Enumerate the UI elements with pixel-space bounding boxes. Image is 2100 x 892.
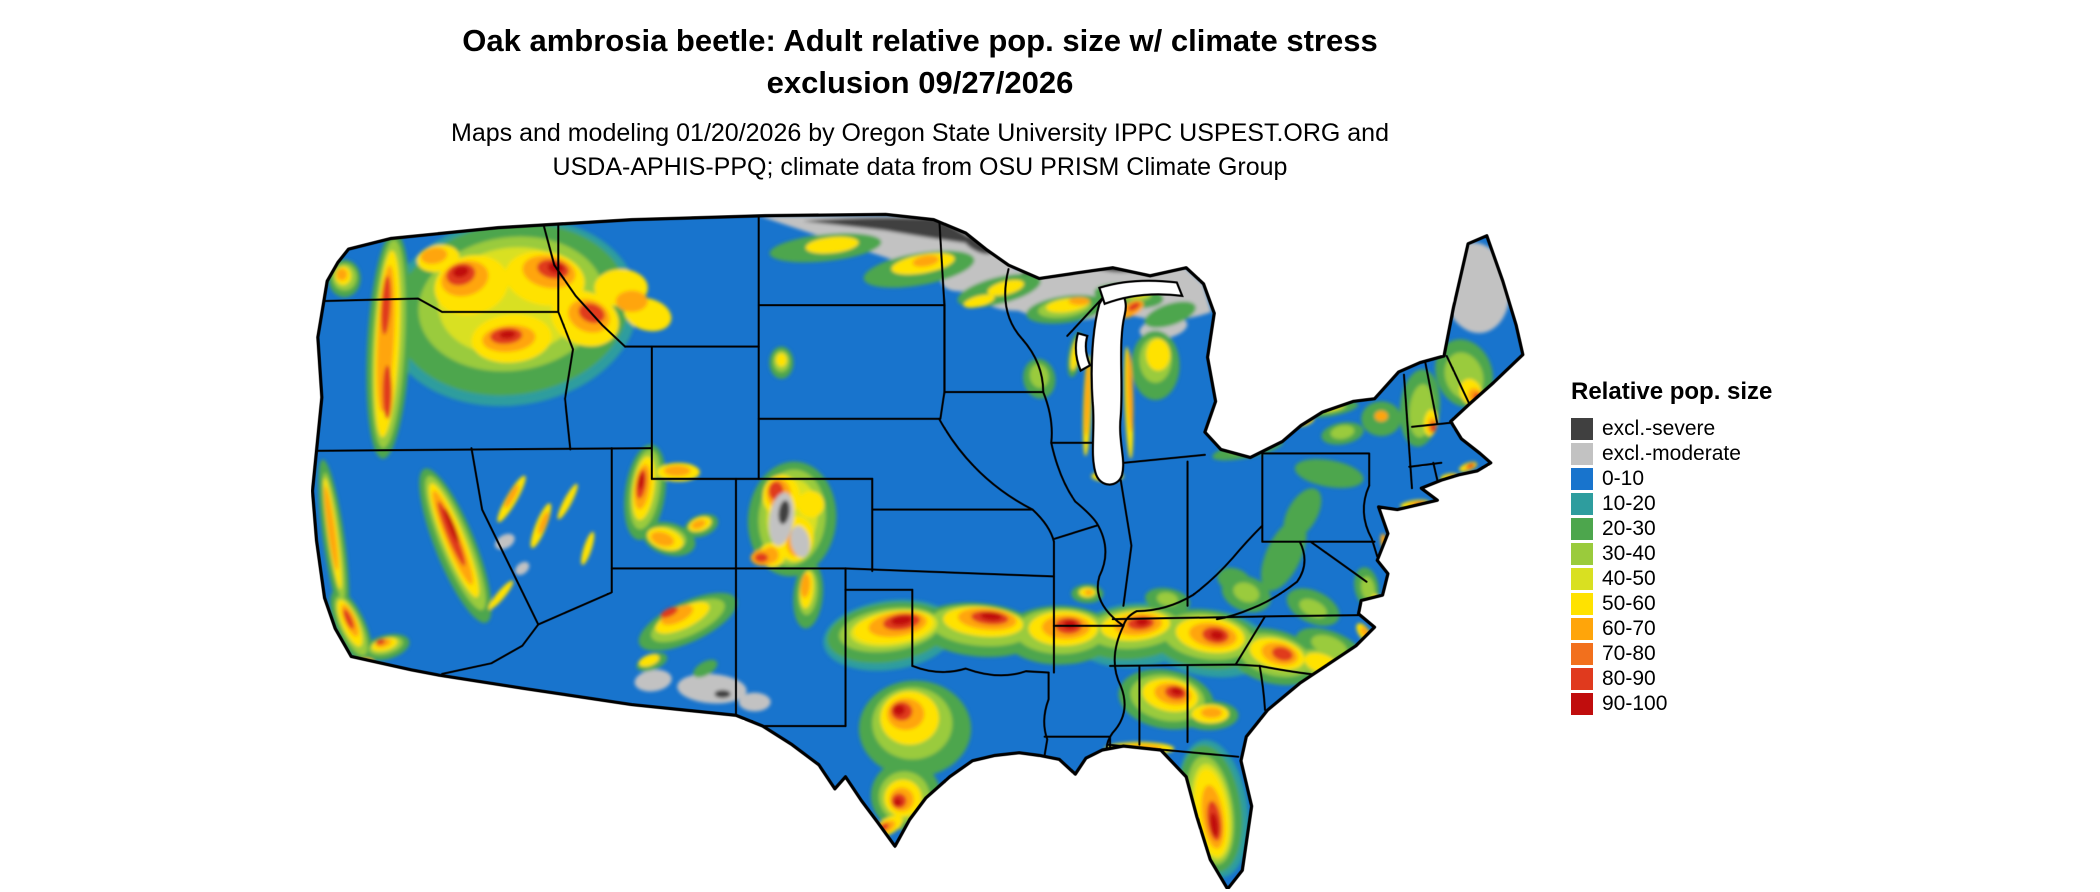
legend-items: excl.-severe excl.-moderate 0-10 10-20 20-30… <box>1571 416 1831 716</box>
legend-title: Relative pop. size <box>1571 378 1773 405</box>
legend-item-b0: 0-10 <box>1571 466 1831 491</box>
legend-item-sev: excl.-severe <box>1571 416 1831 441</box>
legend-label: excl.-severe <box>1602 417 1716 440</box>
legend-label: 80-90 <box>1602 667 1656 690</box>
map-subtitle: Maps and modeling 01/20/2026 by Oregon S… <box>312 116 1528 184</box>
legend-item-b30: 30-40 <box>1571 541 1831 566</box>
map-container <box>310 205 1527 891</box>
us-map <box>310 212 1525 891</box>
legend-swatch <box>1571 467 1593 490</box>
legend-swatch <box>1571 492 1593 515</box>
subtitle-line-1: Maps and modeling 01/20/2026 by Oregon S… <box>451 119 1389 147</box>
legend-item-b90: 90-100 <box>1571 691 1831 716</box>
legend-swatch <box>1571 617 1593 640</box>
legend: Relative pop. size excl.-severe excl.-mod… <box>1571 378 1831 716</box>
legend-swatch <box>1571 592 1593 615</box>
legend-item-mod: excl.-moderate <box>1571 441 1831 466</box>
legend-swatch <box>1571 692 1593 715</box>
legend-swatch <box>1571 642 1593 665</box>
legend-label: excl.-moderate <box>1602 442 1741 465</box>
great-lakes <box>1074 279 1184 486</box>
title-line-2: exclusion 09/27/2026 <box>766 65 1074 100</box>
straits-of-mackinac <box>1097 279 1184 306</box>
legend-item-b20: 20-30 <box>1571 516 1831 541</box>
legend-swatch <box>1571 667 1593 690</box>
legend-item-b10: 10-20 <box>1571 491 1831 516</box>
map-title: Oak ambrosia beetle: Adult relative pop.… <box>312 20 1528 104</box>
legend-swatch <box>1571 417 1593 440</box>
legend-swatch <box>1571 442 1593 465</box>
legend-label: 20-30 <box>1602 517 1656 540</box>
green-bay <box>1074 331 1092 373</box>
legend-label: 30-40 <box>1602 542 1656 565</box>
map-raster <box>312 214 1523 889</box>
legend-item-b80: 80-90 <box>1571 666 1831 691</box>
legend-swatch <box>1571 517 1593 540</box>
subtitle-line-2: USDA-APHIS-PPQ; climate data from OSU PR… <box>552 153 1288 181</box>
legend-label: 50-60 <box>1602 592 1656 615</box>
legend-item-b70: 70-80 <box>1571 641 1831 666</box>
legend-item-b60: 60-70 <box>1571 616 1831 641</box>
us-outline <box>310 212 1525 891</box>
legend-item-b50: 50-60 <box>1571 591 1831 616</box>
legend-label: 90-100 <box>1602 692 1668 715</box>
lake-michigan <box>1090 288 1127 486</box>
state-borders <box>315 214 1471 762</box>
legend-label: 0-10 <box>1602 467 1645 490</box>
legend-label: 60-70 <box>1602 617 1656 640</box>
legend-label: 10-20 <box>1602 492 1656 515</box>
legend-swatch <box>1571 542 1593 565</box>
title-line-1: Oak ambrosia beetle: Adult relative pop.… <box>462 23 1378 58</box>
map-header: Oak ambrosia beetle: Adult relative pop.… <box>312 20 1528 184</box>
legend-label: 70-80 <box>1602 642 1656 665</box>
legend-swatch <box>1571 567 1593 590</box>
legend-label: 40-50 <box>1602 567 1656 590</box>
legend-item-b40: 40-50 <box>1571 566 1831 591</box>
